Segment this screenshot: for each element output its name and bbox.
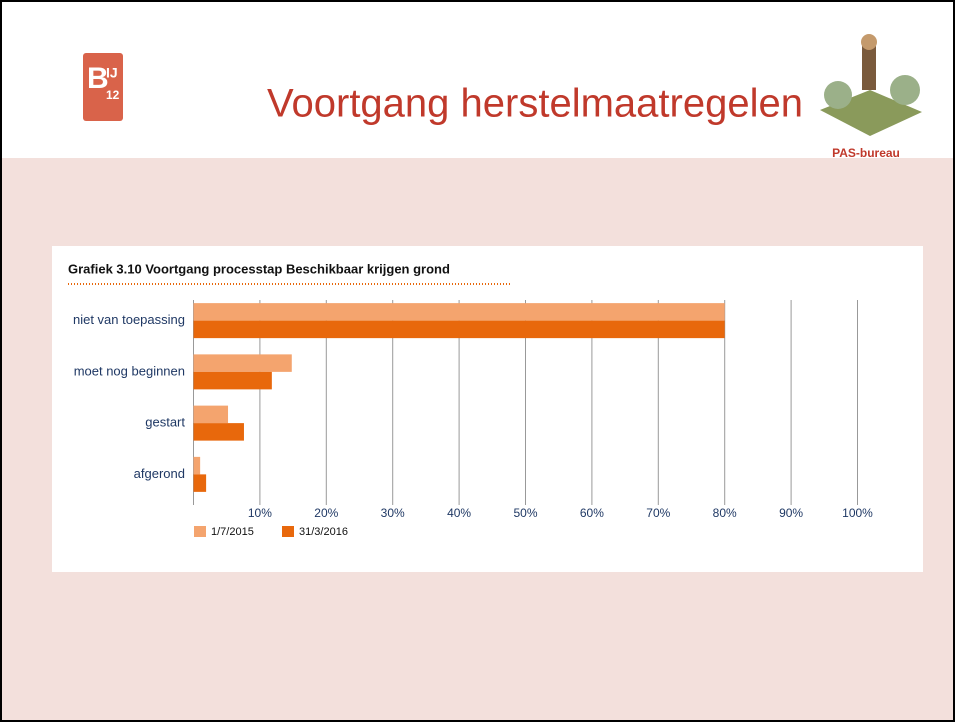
legend-swatch — [282, 526, 294, 537]
logo-number: 12 — [106, 88, 120, 102]
y-tick-label: niet van toepassing — [73, 312, 185, 327]
bar — [194, 474, 207, 492]
x-tick-label: 30% — [381, 506, 405, 520]
logo-letters: IJ — [106, 65, 118, 81]
x-tick-label: 70% — [646, 506, 670, 520]
bar — [194, 321, 725, 339]
y-tick-label: moet nog beginnen — [74, 363, 185, 378]
partner-logo: PAS-bureau — [832, 146, 900, 160]
chart-title: Grafiek 3.10 Voortgang processtap Beschi… — [68, 261, 450, 276]
y-tick-label: afgerond — [134, 466, 185, 481]
x-tick-label: 100% — [842, 506, 873, 520]
bar — [194, 303, 725, 321]
bar — [194, 354, 292, 372]
slide: B IJ 12 Voortgang herstelmaatregelen PAS… — [0, 0, 955, 722]
legend-swatch — [194, 526, 206, 537]
x-tick-label: 20% — [314, 506, 338, 520]
x-tick-label: 50% — [513, 506, 537, 520]
x-tick-label: 10% — [248, 506, 272, 520]
y-tick-label: gestart — [145, 415, 185, 430]
bar — [194, 372, 272, 390]
x-tick-label: 90% — [779, 506, 803, 520]
legend-label: 31/3/2016 — [299, 526, 348, 538]
page: B IJ 12 Voortgang herstelmaatregelen PAS… — [0, 0, 955, 727]
bar — [194, 406, 229, 424]
slide-title: Voortgang herstelmaatregelen — [267, 82, 803, 126]
chart-panel — [52, 246, 923, 572]
legend-label: 1/7/2015 — [211, 526, 254, 538]
x-tick-label: 40% — [447, 506, 471, 520]
x-tick-label: 80% — [713, 506, 737, 520]
bar — [194, 457, 201, 475]
x-tick-label: 60% — [580, 506, 604, 520]
bar — [194, 423, 244, 441]
